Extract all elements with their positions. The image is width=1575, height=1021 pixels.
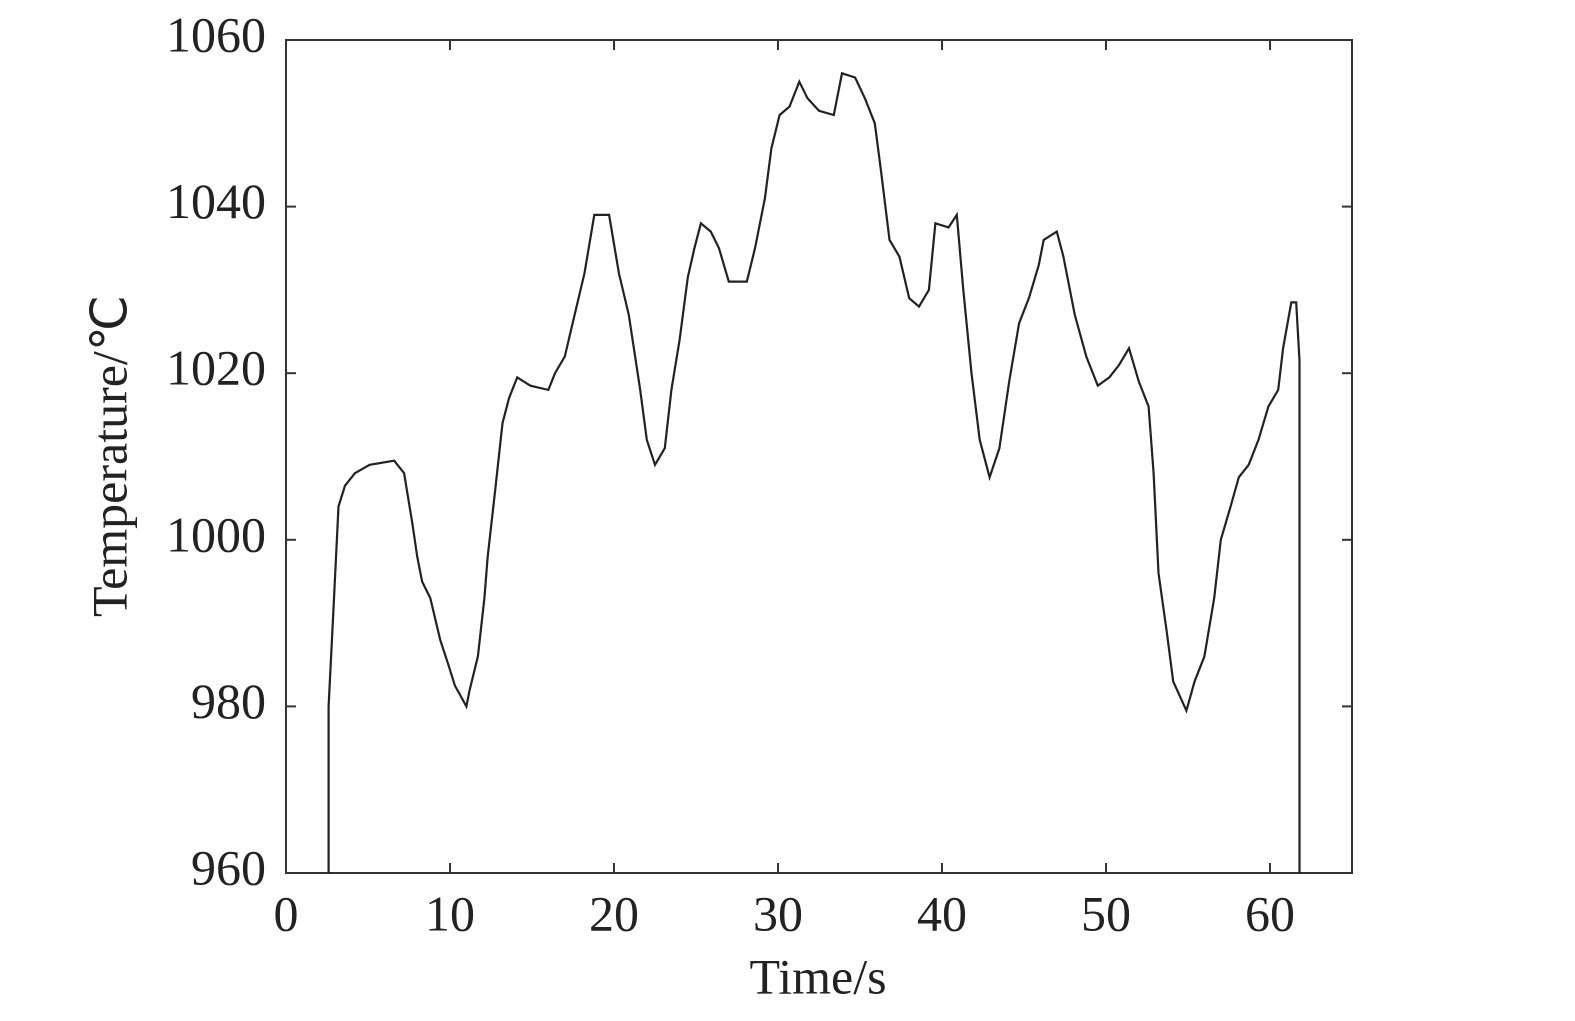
x-tick-label: 30 [753, 885, 803, 941]
y-tick-label: 1040 [166, 173, 266, 229]
y-tick-label: 960 [191, 839, 266, 895]
x-tick-label: 0 [274, 885, 299, 941]
y-tick-label: 1060 [166, 6, 266, 62]
x-tick-label: 50 [1081, 885, 1131, 941]
y-tick-label: 1000 [166, 506, 266, 562]
x-tick-label: 10 [425, 885, 475, 941]
plot-frame [285, 39, 1353, 874]
y-tick-label: 1020 [166, 340, 266, 396]
y-axis-label: Temperature/℃ [81, 295, 137, 617]
x-tick-label: 20 [589, 885, 639, 941]
x-tick-label: 40 [917, 885, 967, 941]
x-tick-label: 60 [1245, 885, 1295, 941]
x-axis-label: Time/s [749, 948, 886, 1004]
y-tick-label: 980 [191, 673, 266, 729]
data-line [327, 71, 1301, 873]
